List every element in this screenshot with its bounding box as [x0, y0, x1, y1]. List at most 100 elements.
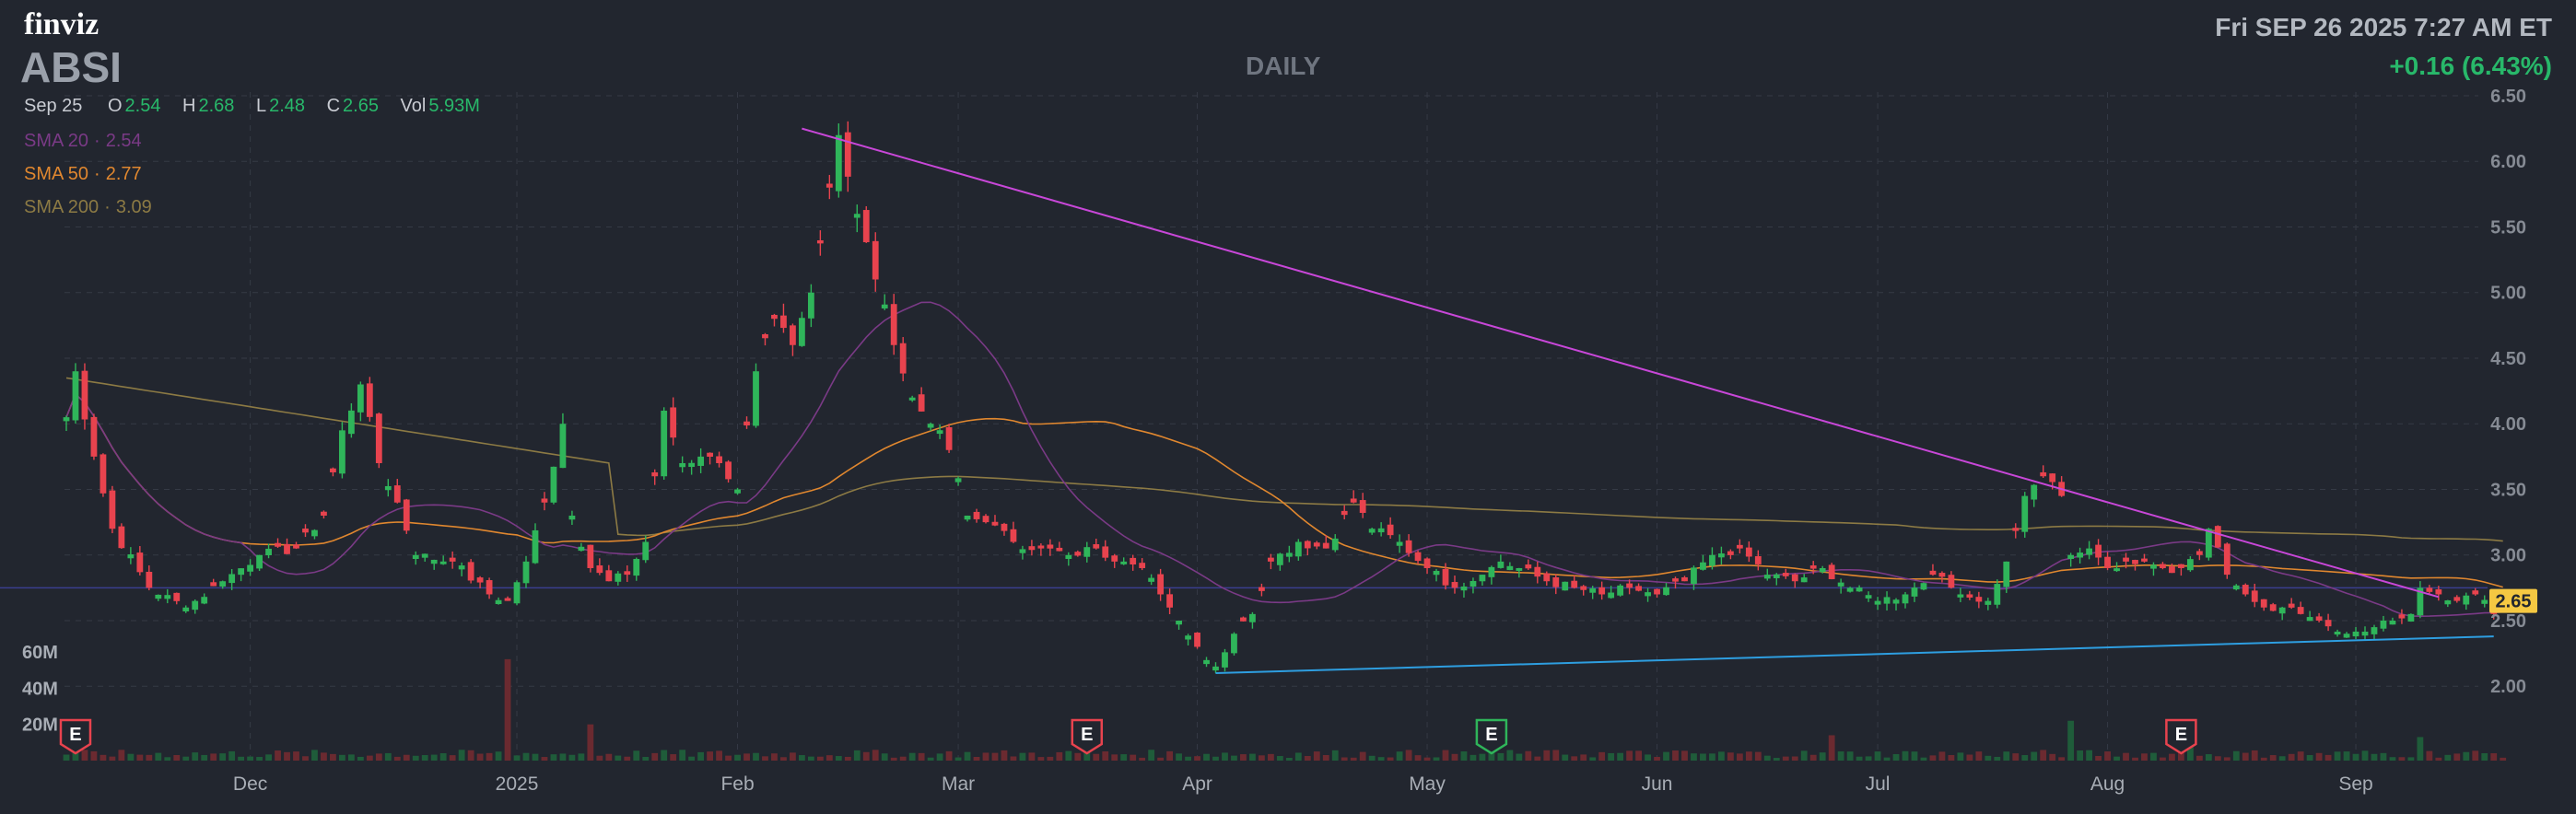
- candle-body: [1414, 552, 1422, 562]
- volume-bar: [753, 752, 759, 761]
- volume-bar: [2426, 750, 2433, 761]
- candle-body: [744, 421, 750, 425]
- candle-body: [550, 466, 557, 503]
- volume-bar: [284, 751, 290, 761]
- volume-bar: [973, 757, 980, 761]
- volume-bar: [1948, 754, 1955, 761]
- candle-body: [2104, 556, 2111, 568]
- volume-bar: [1736, 753, 1743, 761]
- candle-body: [908, 397, 916, 401]
- volume-bar: [1773, 758, 1780, 761]
- candle-body: [2417, 587, 2424, 616]
- candle-body: [2444, 599, 2452, 605]
- candle-body: [1240, 617, 1247, 622]
- volume-bar: [1892, 753, 1900, 761]
- y-tick-label: 5.50: [2490, 217, 2526, 238]
- candle-body: [90, 416, 98, 457]
- low-label: L: [255, 96, 267, 116]
- earnings-label: E: [1485, 725, 1497, 745]
- volume-bar: [1828, 735, 1835, 761]
- volume-bar: [1626, 750, 1633, 761]
- volume-bar: [918, 752, 925, 761]
- candle-body: [2232, 585, 2240, 590]
- volume-bar: [2077, 750, 2084, 761]
- volume-bar: [393, 756, 401, 761]
- volume-tick-label: 40M: [22, 679, 58, 699]
- volume-bar: [1387, 757, 1394, 761]
- volume-bar: [1222, 752, 1228, 761]
- volume-bar: [1966, 754, 1973, 761]
- volume-bar: [1883, 757, 1891, 761]
- volume-bar: [1469, 754, 1477, 761]
- volume-bar: [1451, 753, 1458, 761]
- volume-bar: [642, 757, 650, 761]
- earnings-badge: [2165, 718, 2197, 755]
- volume-bar: [945, 750, 953, 761]
- candle-body: [568, 515, 576, 520]
- candle-body: [321, 511, 327, 516]
- candle-body: [2288, 603, 2295, 608]
- candle-body: [1259, 587, 1265, 591]
- volume-bar: [2278, 756, 2286, 761]
- volume-bar: [321, 752, 327, 761]
- candle-body: [679, 462, 686, 468]
- sma20-legend[interactable]: SMA 20 · 2.54: [24, 131, 142, 152]
- y-tick-label: 5.00: [2490, 284, 2526, 304]
- candle-body: [1423, 558, 1431, 568]
- volume-bar: [63, 754, 70, 761]
- candle-body: [807, 292, 814, 319]
- candle-body: [964, 515, 971, 520]
- candle-body: [1212, 666, 1219, 671]
- open-label: O: [107, 96, 123, 116]
- volume-bar: [1552, 750, 1560, 761]
- volume-bar: [862, 751, 870, 761]
- x-tick-label: Feb: [720, 773, 754, 795]
- volume-bar: [1856, 756, 1863, 761]
- volume-bar: [2095, 755, 2102, 761]
- ticker-symbol: ABSI: [20, 43, 122, 91]
- volume-bar: [311, 750, 318, 761]
- volume-bar: [1130, 754, 1137, 761]
- x-tick-label: Dec: [233, 773, 267, 795]
- volume-bar: [2040, 750, 2047, 761]
- finviz-logo[interactable]: finviz: [24, 7, 100, 41]
- volume-bar: [1313, 751, 1320, 761]
- candle-body: [1203, 659, 1210, 665]
- volume-bar: [330, 753, 336, 761]
- volume-bar: [1203, 753, 1210, 761]
- volume-bar: [247, 756, 253, 761]
- volume-bar: [1700, 753, 1706, 761]
- volume-bar: [771, 753, 778, 761]
- candle-body: [81, 370, 88, 420]
- sma50-value: 2.77: [105, 164, 142, 184]
- candle-body: [734, 489, 741, 494]
- volume-bar: [1617, 752, 1624, 761]
- candle-body: [182, 607, 190, 612]
- candle-body: [532, 529, 539, 564]
- volume-bar: [697, 751, 705, 761]
- sma50-legend[interactable]: SMA 50 · 2.77: [24, 164, 142, 185]
- volume-bar: [1534, 756, 1541, 761]
- candle-body: [771, 314, 778, 320]
- candle-body: [1865, 595, 1872, 599]
- sma200-legend[interactable]: SMA 200 · 3.09: [24, 197, 152, 218]
- volume-bar: [816, 756, 824, 761]
- volume-bar: [2500, 757, 2507, 761]
- candle-body: [1892, 599, 1900, 604]
- candle-body: [118, 526, 125, 549]
- candle-body: [412, 554, 419, 560]
- y-tick-label: 6.50: [2490, 87, 2526, 107]
- volume-bar: [688, 756, 696, 761]
- sma50-line: [65, 392, 2503, 588]
- volume-bar: [1074, 752, 1082, 761]
- volume-bar: [1809, 754, 1817, 761]
- sma200-line: [65, 377, 2503, 542]
- candle-body: [725, 461, 732, 480]
- x-tick-label: Jun: [1642, 773, 1673, 795]
- volume-bar: [982, 752, 989, 761]
- candle-body: [1276, 553, 1283, 565]
- trendline: [802, 127, 2440, 599]
- volume-bar: [1056, 751, 1063, 761]
- volume-bar: [302, 756, 309, 761]
